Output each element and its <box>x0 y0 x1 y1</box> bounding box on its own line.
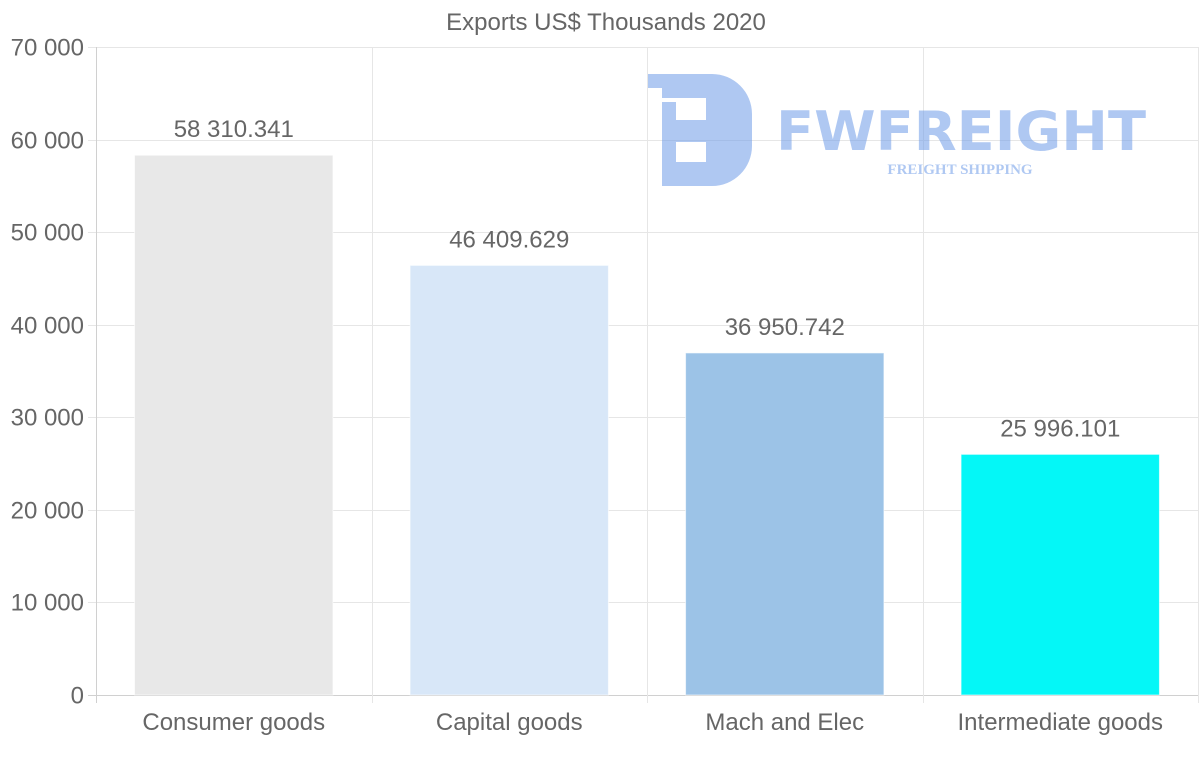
bar-capital-goods[interactable] <box>409 264 609 696</box>
grid-layer: 0 10 000 20 000 30 000 40 000 50 000 60 000 70 … <box>11 35 1199 710</box>
y-tick-label: 60 000 <box>11 128 84 155</box>
labels-layer: 58 310.341 Consumer goods 46 409.629 Capita… <box>142 116 1163 736</box>
fwfreight-logo-mark <box>648 74 752 186</box>
x-tick-label: Intermediate goods <box>958 709 1163 736</box>
y-tick-label: 30 000 <box>11 405 84 432</box>
chart-title: Exports US$ Thousands 2020 <box>446 9 766 36</box>
y-tick-label: 0 <box>71 683 84 710</box>
y-tick-label: 10 000 <box>11 590 84 617</box>
bar-value-label: 46 409.629 <box>449 226 569 253</box>
watermark-tagline-text: FREIGHT SHIPPING <box>887 162 1032 178</box>
bar-consumer-goods[interactable] <box>134 154 334 696</box>
y-tick-label: 20 000 <box>11 498 84 525</box>
bar-value-label: 36 950.742 <box>725 314 845 341</box>
bar-mach-and-elec[interactable] <box>685 352 885 696</box>
x-tick-label: Mach and Elec <box>705 709 864 736</box>
bar-value-label: 25 996.101 <box>1000 415 1120 442</box>
x-tick-label: Consumer goods <box>142 709 325 736</box>
bar-intermediate-goods[interactable] <box>960 453 1160 696</box>
watermark-logo: FWFREIGHT FREIGHT SHIPPING <box>648 74 1146 186</box>
bar-value-label: 58 310.341 <box>174 116 294 143</box>
y-tick-label: 70 000 <box>11 35 84 62</box>
x-tick-label: Capital goods <box>436 709 583 736</box>
y-tick-label: 50 000 <box>11 220 84 247</box>
watermark-brand-text: FWFREIGHT <box>776 100 1146 163</box>
bars-layer <box>134 154 1160 696</box>
y-tick-label: 40 000 <box>11 313 84 340</box>
